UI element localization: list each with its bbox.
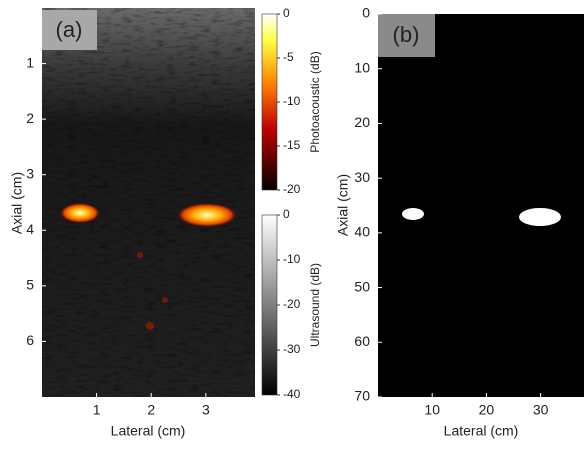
panel-label-box [378, 14, 435, 57]
y-tick-label: 40 [354, 224, 370, 240]
panel-label: (a) [56, 17, 83, 42]
colorbar [261, 214, 278, 396]
colorbar-tick-label: -30 [283, 342, 301, 356]
x-tick-label: 2 [147, 402, 155, 418]
y-tick-label: 2 [26, 110, 34, 126]
x-tick-label: 3 [202, 402, 210, 418]
colorbar-tick-label: 0 [283, 207, 290, 221]
y-tick-label: 0 [362, 5, 370, 21]
x-tick-label: 10 [424, 402, 440, 418]
colorbar-tick-label: -15 [283, 138, 301, 152]
y-tick-label: 20 [354, 114, 370, 130]
x-tick-label: 30 [533, 402, 549, 418]
y-tick-label: 6 [26, 332, 34, 348]
y-tick-label: 1 [26, 54, 34, 70]
ultrasound-image [42, 8, 255, 397]
x-axis-label: Lateral (cm) [111, 423, 186, 439]
x-tick-label: 20 [479, 402, 495, 418]
y-axis-label: Axial (cm) [335, 174, 351, 236]
x-axis-label: Lateral (cm) [444, 423, 519, 439]
panel-label-box [42, 10, 97, 50]
colorbar-tick-label: -5 [283, 50, 294, 64]
y-tick-label: 4 [26, 221, 34, 237]
colorbar-tick-label: -10 [283, 94, 301, 108]
colorbar-tick-label: 0 [283, 6, 290, 20]
colorbar-label: Photoacoustic (dB) [308, 51, 322, 152]
colorbar-tick-label: -20 [283, 182, 301, 196]
panel-label: (b) [393, 22, 420, 47]
y-tick-label: 70 [354, 388, 370, 404]
y-tick-label: 30 [354, 169, 370, 185]
y-tick-label: 5 [26, 277, 34, 293]
y-tick-label: 10 [354, 59, 370, 75]
colorbar-tick-label: -40 [283, 387, 301, 401]
x-tick-label: 1 [93, 402, 101, 418]
y-tick-label: 50 [354, 278, 370, 294]
colorbar-label: Ultrasound (dB) [308, 263, 322, 347]
y-tick-label: 3 [26, 165, 34, 181]
segmentation-image [378, 14, 584, 397]
y-axis-label: Axial (cm) [9, 172, 25, 234]
colorbar-tick-label: -20 [283, 297, 301, 311]
colorbar-tick-label: -10 [283, 252, 301, 266]
colorbar [261, 13, 278, 191]
y-tick-label: 60 [354, 333, 370, 349]
